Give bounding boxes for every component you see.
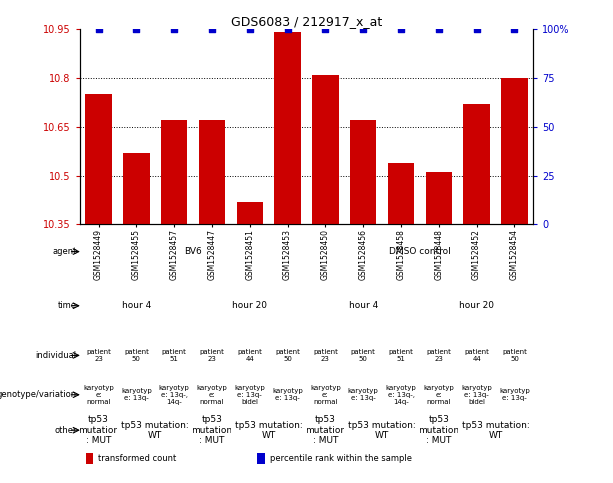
Bar — [388, 163, 414, 225]
Text: patient
51: patient 51 — [389, 349, 413, 362]
Text: karyotyp
e:
normal: karyotyp e: normal — [310, 385, 341, 405]
Text: time: time — [58, 301, 77, 310]
Bar — [85, 94, 112, 225]
Text: tp53
mutation
: MUT: tp53 mutation : MUT — [418, 415, 459, 445]
Text: DMSO control: DMSO control — [389, 247, 451, 256]
Point — [509, 25, 519, 33]
Text: tp53
mutation
: MUT: tp53 mutation : MUT — [305, 415, 346, 445]
Text: karyotyp
e: 13q-: karyotyp e: 13q- — [348, 388, 379, 401]
Point — [472, 25, 482, 33]
Text: patient
44: patient 44 — [237, 349, 262, 362]
Point — [245, 25, 255, 33]
Text: karyotyp
e: 13q-: karyotyp e: 13q- — [121, 388, 152, 401]
Text: tp53
mutation
: MUT: tp53 mutation : MUT — [78, 415, 119, 445]
Text: patient
44: patient 44 — [464, 349, 489, 362]
Bar — [123, 153, 150, 225]
Bar — [425, 172, 452, 225]
Text: patient
51: patient 51 — [162, 349, 186, 362]
Point — [396, 25, 406, 33]
Text: patient
50: patient 50 — [275, 349, 300, 362]
Bar — [463, 104, 490, 225]
Text: karyotyp
e: 13q-
bidel: karyotyp e: 13q- bidel — [234, 385, 265, 405]
Bar — [312, 74, 338, 225]
Point — [283, 25, 292, 33]
Text: percentile rank within the sample: percentile rank within the sample — [270, 454, 412, 463]
Point — [169, 25, 179, 33]
Point — [94, 25, 104, 33]
Text: tp53 mutation:
WT: tp53 mutation: WT — [235, 421, 303, 440]
Bar — [161, 120, 188, 225]
Bar — [275, 32, 301, 225]
Text: other: other — [54, 426, 77, 435]
Text: patient
23: patient 23 — [86, 349, 111, 362]
Text: patient
23: patient 23 — [427, 349, 451, 362]
Text: patient
50: patient 50 — [124, 349, 149, 362]
Point — [131, 25, 141, 33]
Text: transformed count: transformed count — [98, 454, 177, 463]
Text: karyotyp
e:
normal: karyotyp e: normal — [424, 385, 454, 405]
Text: patient
50: patient 50 — [502, 349, 527, 362]
Text: hour 20: hour 20 — [232, 301, 267, 310]
Title: GDS6083 / 212917_x_at: GDS6083 / 212917_x_at — [231, 15, 382, 28]
Text: karyotyp
e:
normal: karyotyp e: normal — [83, 385, 114, 405]
Point — [321, 25, 330, 33]
Text: tp53
mutation
: MUT: tp53 mutation : MUT — [191, 415, 232, 445]
Text: BV6: BV6 — [185, 247, 202, 256]
Text: karyotyp
e: 13q-,
14q-: karyotyp e: 13q-, 14q- — [159, 385, 189, 405]
Text: karyotyp
e:
normal: karyotyp e: normal — [197, 385, 227, 405]
Text: patient
23: patient 23 — [200, 349, 224, 362]
Point — [434, 25, 444, 33]
Text: karyotyp
e: 13q-
bidel: karyotyp e: 13q- bidel — [461, 385, 492, 405]
Text: karyotyp
e: 13q-: karyotyp e: 13q- — [272, 388, 303, 401]
Text: agent: agent — [52, 247, 77, 256]
Text: individual: individual — [36, 351, 77, 360]
Text: karyotyp
e: 13q-: karyotyp e: 13q- — [499, 388, 530, 401]
Bar — [237, 202, 263, 225]
Text: patient
50: patient 50 — [351, 349, 376, 362]
Text: hour 20: hour 20 — [459, 301, 494, 310]
Point — [358, 25, 368, 33]
Text: patient
23: patient 23 — [313, 349, 338, 362]
Point — [207, 25, 217, 33]
Text: tp53 mutation:
WT: tp53 mutation: WT — [121, 421, 189, 440]
Bar — [350, 120, 376, 225]
Text: hour 4: hour 4 — [349, 301, 378, 310]
Text: genotype/variation: genotype/variation — [0, 390, 77, 399]
Bar — [86, 453, 93, 464]
Text: karyotyp
e: 13q-,
14q-: karyotyp e: 13q-, 14q- — [386, 385, 416, 405]
Bar — [199, 120, 225, 225]
Text: hour 4: hour 4 — [122, 301, 151, 310]
Bar — [257, 453, 265, 464]
Text: tp53 mutation:
WT: tp53 mutation: WT — [462, 421, 530, 440]
Text: tp53 mutation:
WT: tp53 mutation: WT — [348, 421, 416, 440]
Bar — [501, 78, 528, 225]
